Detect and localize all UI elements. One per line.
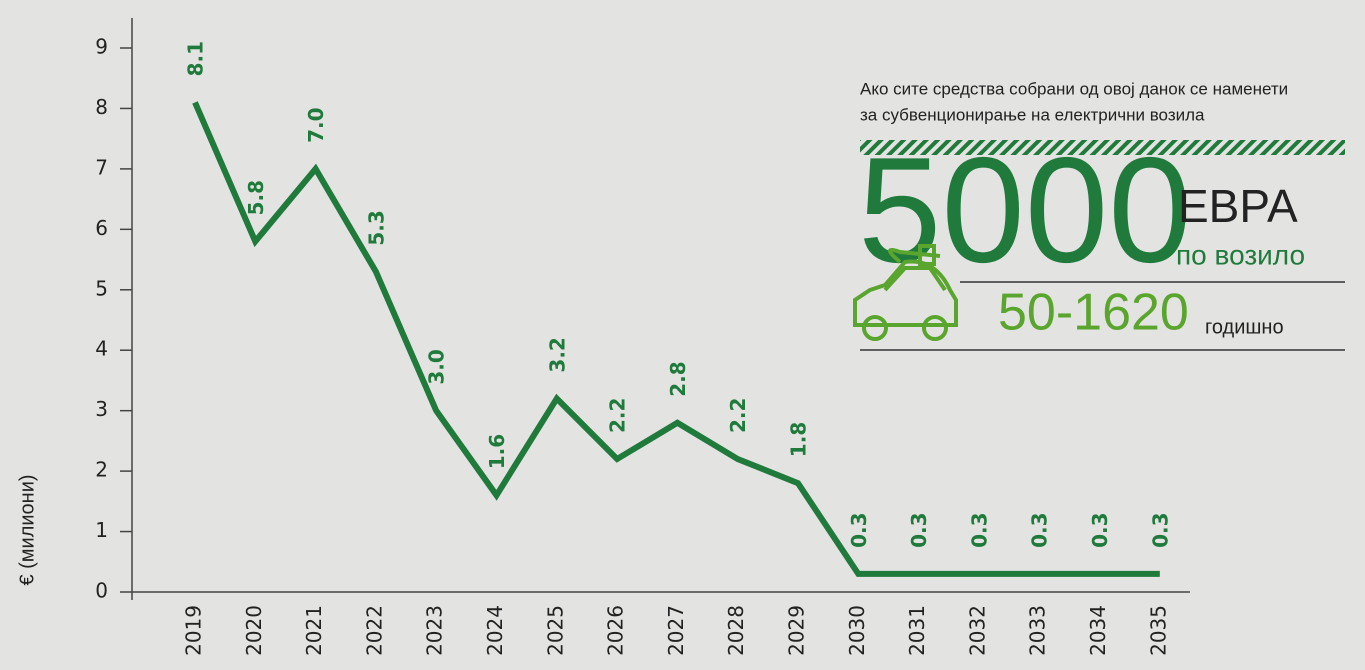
value-label: 5.3: [364, 210, 388, 245]
hatch-bar: [860, 140, 1345, 155]
value-label: 2.2: [726, 398, 750, 433]
car-icon: [853, 244, 958, 341]
y-tick-label: 6: [95, 216, 108, 240]
x-tick-label: 2030: [845, 605, 869, 656]
x-tick-label: 2033: [1026, 605, 1050, 656]
currency: ЕВРА: [1178, 180, 1298, 232]
x-tick-label: 2025: [543, 605, 567, 656]
y-tick-label: 7: [95, 155, 108, 179]
x-tick-label: 2028: [724, 605, 748, 656]
note-line: Ако сите средства собрани од овој данок …: [860, 79, 1288, 98]
x-tick-label: 2022: [362, 605, 386, 656]
x-tick-label: 2032: [965, 605, 989, 656]
y-tick-label: 8: [95, 95, 108, 119]
value-label: 5.8: [244, 180, 268, 215]
y-tick-label: 0: [95, 579, 108, 603]
x-tick-label: 2023: [423, 605, 447, 656]
x-tick-label: 2034: [1086, 605, 1110, 656]
value-label: 0.3: [967, 512, 991, 547]
value-label: 0.3: [1148, 512, 1172, 547]
y-tick-label: 1: [95, 518, 108, 542]
y-tick-label: 5: [95, 276, 108, 300]
value-label: 7.0: [304, 107, 328, 142]
amount: 5000: [858, 126, 1192, 294]
value-label: 3.2: [545, 337, 569, 372]
x-tick-label: 2031: [905, 605, 929, 656]
note-line: за субвенционирање на електрични возила: [860, 105, 1205, 124]
x-tick-label: 2035: [1146, 605, 1170, 656]
y-axis-title: € (милиони): [16, 474, 38, 585]
y-tick-label: 4: [95, 337, 108, 361]
value-label: 8.1: [184, 41, 208, 76]
value-label: 1.8: [787, 422, 811, 457]
y-tick-label: 2: [95, 458, 108, 482]
x-tick-label: 2024: [483, 605, 507, 656]
value-label: 1.6: [485, 434, 509, 469]
y-tick-label: 3: [95, 397, 108, 421]
x-tick-label: 2026: [604, 605, 628, 656]
value-label: 0.3: [847, 512, 871, 547]
value-label: 3.0: [425, 349, 449, 384]
per-vehicle: по возило: [1176, 239, 1305, 270]
value-label: 2.8: [666, 361, 690, 396]
value-label: 2.2: [606, 398, 630, 433]
value-label: 0.3: [907, 512, 931, 547]
value-label: 0.3: [1088, 512, 1112, 547]
x-tick-label: 2021: [302, 605, 326, 656]
y-tick-label: 9: [95, 35, 108, 59]
range: 50-1620: [998, 284, 1189, 342]
x-tick-label: 2019: [182, 605, 206, 656]
x-tick-label: 2027: [664, 605, 688, 656]
value-label: 0.3: [1028, 512, 1052, 547]
range-unit: годишно: [1205, 316, 1284, 338]
data-line: [192, 101, 1160, 577]
x-tick-label: 2029: [785, 605, 809, 656]
x-tick-label: 2020: [242, 605, 266, 656]
